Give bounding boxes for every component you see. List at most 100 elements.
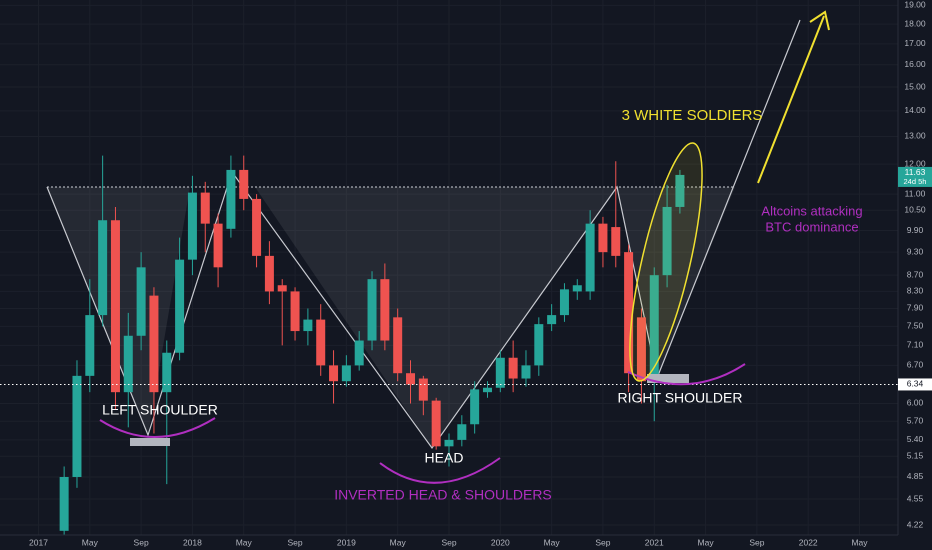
candle-body xyxy=(598,223,608,253)
candle-body xyxy=(354,340,364,366)
y-tick-label: 7.90 xyxy=(907,303,924,313)
y-tick-label: 19.00 xyxy=(904,0,926,10)
highlight-ellipse xyxy=(629,142,703,382)
x-tick-label: 2020 xyxy=(491,537,510,547)
annotation: INVERTED HEAD & SHOULDERS xyxy=(334,487,552,503)
shoulder-arc xyxy=(627,363,746,386)
candle-body xyxy=(239,169,249,199)
candle-body xyxy=(367,279,377,341)
y-tick-label: 18.00 xyxy=(904,18,926,28)
y-tick-label: 9.30 xyxy=(907,246,924,256)
y-tick-label: 5.40 xyxy=(907,434,924,444)
candle-body xyxy=(290,291,300,332)
annotation: HEAD xyxy=(425,450,464,466)
candle-body xyxy=(277,285,287,292)
candle-body xyxy=(649,275,659,382)
shoulder-arc xyxy=(99,417,216,438)
x-tick-label: Sep xyxy=(441,537,456,547)
candle-body xyxy=(534,324,544,366)
candle-body xyxy=(572,285,582,292)
candle-body xyxy=(303,319,313,332)
candle-body xyxy=(431,400,441,447)
x-tick-label: May xyxy=(851,537,868,547)
candle-body xyxy=(98,220,108,316)
candle-body xyxy=(110,220,120,393)
candle-body xyxy=(162,352,172,393)
level-tag-label: 6.34 xyxy=(907,379,924,389)
candle-body xyxy=(72,375,82,477)
head-arc xyxy=(379,457,501,484)
candle-body xyxy=(59,476,69,531)
x-tick-label: 2019 xyxy=(337,537,356,547)
y-tick-label: 10.50 xyxy=(904,204,926,214)
y-tick-label: 4.55 xyxy=(907,493,924,503)
arrow-head xyxy=(809,10,830,31)
candle-body xyxy=(547,315,557,325)
candle-body xyxy=(316,319,326,366)
x-tick-label: May xyxy=(544,537,561,547)
y-tick-label: 4.85 xyxy=(907,471,924,481)
y-tick-label: 4.22 xyxy=(907,519,924,529)
y-tick-label: 9.90 xyxy=(907,225,924,235)
y-tick-label: 6.70 xyxy=(907,360,924,370)
x-tick-label: Sep xyxy=(595,537,610,547)
annotation: BTC dominance xyxy=(765,219,858,234)
y-tick-label: 5.15 xyxy=(907,451,924,461)
arrow xyxy=(757,15,825,184)
candle-body xyxy=(444,439,454,447)
candle-body xyxy=(675,174,685,207)
candle-body xyxy=(418,378,428,401)
x-tick-label: Sep xyxy=(287,537,302,547)
candle-body xyxy=(380,279,390,341)
candle-body xyxy=(226,169,236,229)
x-tick-label: 2021 xyxy=(645,537,664,547)
y-tick-label: 16.00 xyxy=(904,59,926,69)
axes: 19.00 18.00 17.00 16.00 15.00 14.00 13.00 12.00… xyxy=(29,0,932,547)
countdown-label: 24d 5h xyxy=(904,177,927,186)
candle-body xyxy=(187,192,197,260)
candle-body xyxy=(482,387,492,393)
candle-body xyxy=(264,255,274,292)
pattern-fill xyxy=(255,187,617,448)
candle-body xyxy=(252,198,262,256)
marker-box xyxy=(130,438,170,446)
candle-body xyxy=(329,365,339,382)
y-tick-label: 14.00 xyxy=(904,105,926,115)
candle-body xyxy=(508,357,518,379)
candle-body xyxy=(495,357,505,388)
candle-body xyxy=(149,295,159,393)
candles xyxy=(0,155,898,535)
candle-body xyxy=(636,317,646,382)
x-tick-label: 2018 xyxy=(183,537,202,547)
candle-body xyxy=(213,223,223,268)
y-tick-label: 12.00 xyxy=(904,158,926,168)
candle-body xyxy=(457,424,467,440)
candle-body xyxy=(585,223,595,292)
y-tick-label: 13.00 xyxy=(904,131,926,141)
marker-box xyxy=(647,374,689,383)
x-tick-label: May xyxy=(82,537,99,547)
x-tick-label: 2017 xyxy=(29,537,48,547)
annotations: LEFT SHOULDER HEAD INVERTED HEAD & SHOUL… xyxy=(99,10,863,503)
candle-body xyxy=(123,335,133,393)
candle-body xyxy=(136,267,146,336)
annotation: Altcoins attacking xyxy=(761,203,862,218)
x-tick-label: May xyxy=(236,537,253,547)
candle-body xyxy=(85,315,95,376)
y-tick-label: 7.50 xyxy=(907,321,924,331)
x-tick-label: Sep xyxy=(749,537,764,547)
candle-body xyxy=(200,192,210,224)
x-tick-label: May xyxy=(390,537,407,547)
candle-body xyxy=(341,365,351,382)
level-tag xyxy=(898,378,932,391)
price-tag-label: 11.63 xyxy=(905,167,926,177)
price-tag xyxy=(898,166,932,187)
candle-body xyxy=(559,289,569,316)
pattern-fill xyxy=(617,187,735,378)
candle-body xyxy=(611,227,621,256)
x-tick-label: May xyxy=(698,537,715,547)
candle-body xyxy=(624,252,634,374)
y-tick-label: 6.00 xyxy=(907,398,924,408)
y-tick-label: 7.10 xyxy=(907,340,924,350)
